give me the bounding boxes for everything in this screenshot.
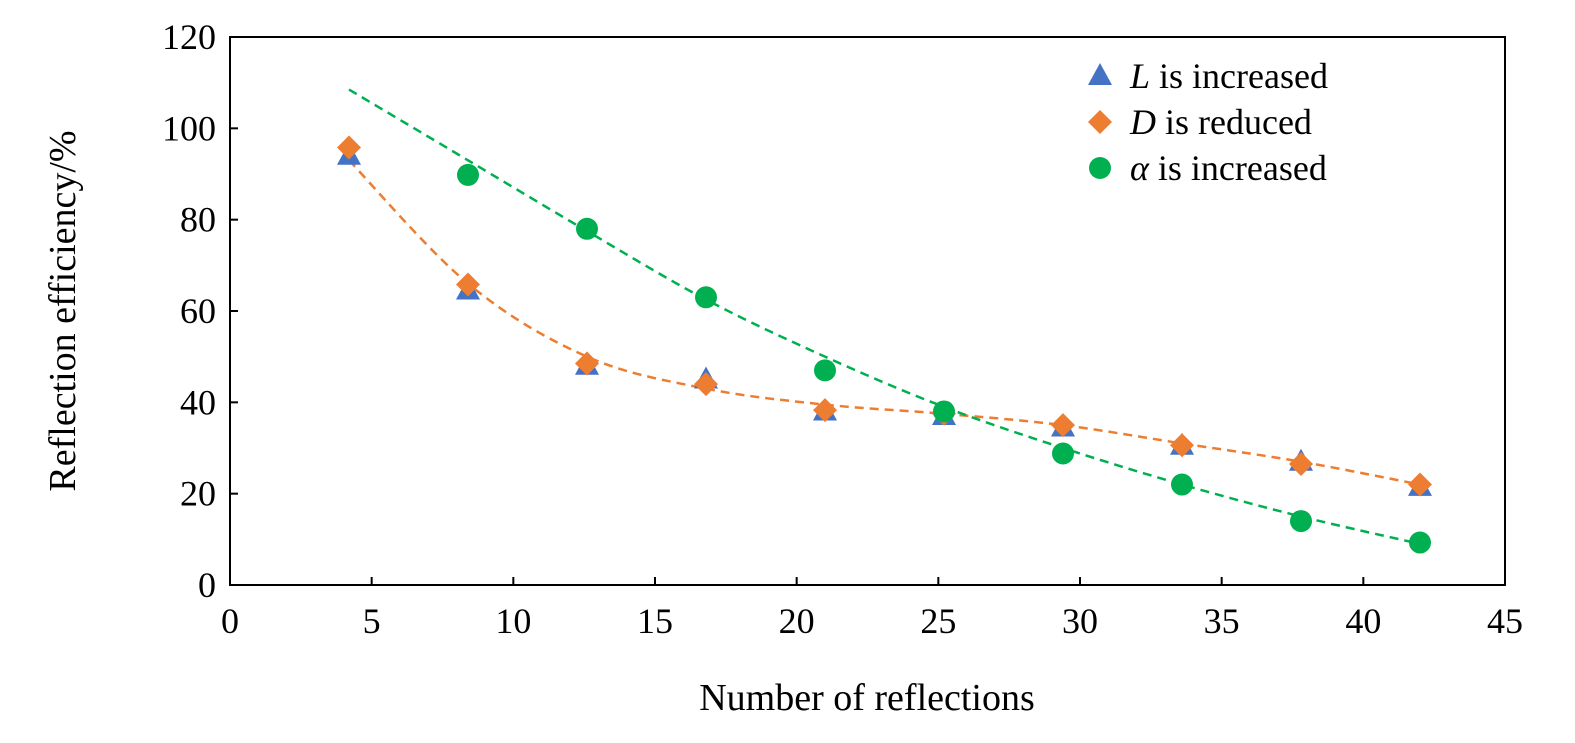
legend-entry: D is reduced	[1129, 102, 1312, 142]
data-point-diamond	[1408, 472, 1432, 497]
data-point-diamond	[456, 272, 480, 297]
x-tick-label: 20	[779, 601, 815, 641]
x-tick-label: 45	[1487, 601, 1523, 641]
data-point-circle	[1290, 510, 1312, 533]
legend-marker-triangle	[1088, 63, 1112, 85]
x-axis-label: Number of reflections	[699, 677, 1035, 719]
data-point-circle	[933, 400, 955, 423]
y-tick-label: 120	[162, 17, 216, 57]
trendline-diamond	[348, 159, 1421, 486]
x-tick-label: 15	[637, 601, 673, 641]
x-tick-label: 35	[1204, 601, 1240, 641]
data-point-circle	[695, 286, 717, 309]
data-point-circle	[457, 163, 479, 186]
legend-marker-circle	[1089, 157, 1111, 179]
data-point-circle	[1409, 531, 1431, 554]
data-point-diamond	[1289, 451, 1313, 476]
legend-marker-diamond	[1088, 110, 1112, 134]
y-axis-label: Reflection efficiency/%	[42, 130, 84, 491]
data-point-diamond	[1051, 413, 1075, 438]
legend-entry: L is increased	[1129, 56, 1328, 96]
y-tick-label: 60	[180, 291, 216, 331]
x-tick-label: 25	[920, 601, 956, 641]
data-point-diamond	[575, 351, 599, 376]
data-point-diamond	[813, 398, 837, 423]
x-tick-label: 10	[495, 601, 531, 641]
data-point-circle	[1171, 473, 1193, 496]
x-tick-label: 40	[1345, 601, 1381, 641]
data-point-circle	[576, 217, 598, 240]
y-tick-label: 40	[180, 382, 216, 422]
plot-frame	[229, 36, 1506, 586]
data-point-diamond	[694, 372, 718, 397]
x-tick-label: 0	[221, 601, 239, 641]
y-tick-label: 100	[162, 108, 216, 148]
data-point-circle	[1052, 442, 1074, 465]
data-point-circle	[814, 359, 836, 382]
y-tick-label: 80	[180, 200, 216, 240]
data-point-diamond	[1170, 433, 1194, 458]
data-point-diamond	[337, 135, 361, 160]
legend-entry: α is increased	[1130, 148, 1327, 188]
y-tick-label: 0	[198, 565, 216, 605]
legend: L is increased D is reduced α is increased	[1088, 56, 1328, 188]
x-tick-label: 30	[1062, 601, 1098, 641]
x-tick-label: 5	[363, 601, 381, 641]
y-tick-label: 20	[180, 474, 216, 514]
